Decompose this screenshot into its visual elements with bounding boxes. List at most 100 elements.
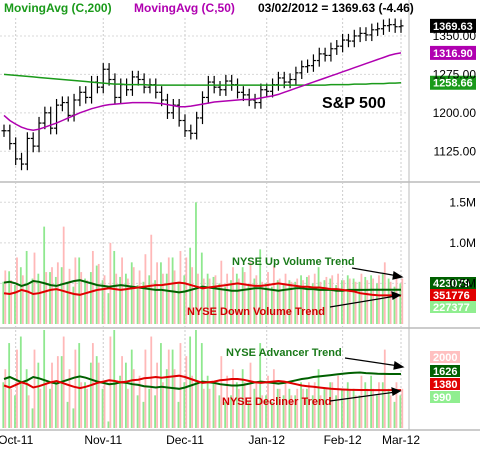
advancer-bar xyxy=(66,401,69,428)
x-tick-label: Nov-11 xyxy=(84,433,122,447)
up-volume-bar xyxy=(136,285,139,324)
decliner-bar xyxy=(372,388,375,428)
up-volume-bar xyxy=(247,285,250,324)
down-volume-bar xyxy=(39,281,42,324)
down-volume-bar xyxy=(191,267,194,324)
advancer-bar xyxy=(352,388,355,428)
price-badge-1: 1316.90 xyxy=(430,45,476,60)
price-badge-2-bg xyxy=(430,75,476,90)
advancer-bar xyxy=(288,388,291,428)
advancer-bar xyxy=(235,382,238,428)
decliner-bar xyxy=(378,382,380,428)
advancer-bar xyxy=(14,395,16,428)
decliner-bar xyxy=(208,388,211,428)
decliner-bar xyxy=(296,388,299,428)
advancer-bar xyxy=(329,382,332,428)
down-volume-bar xyxy=(360,273,363,324)
advancer-bar xyxy=(364,382,367,428)
up-volume-bar xyxy=(113,250,116,324)
up-volume-bar xyxy=(119,276,121,324)
up-volume-bar xyxy=(125,273,127,324)
advancer-bar xyxy=(60,356,63,428)
up-volume-bar xyxy=(60,267,63,324)
advancer-bar xyxy=(265,395,267,428)
down-volume-bar xyxy=(138,270,141,324)
advancer-bar xyxy=(177,401,180,428)
down-volume-bar xyxy=(290,281,293,324)
advancer-bar xyxy=(125,362,127,428)
price-badge-1-bg xyxy=(430,45,476,60)
advancer-bar xyxy=(189,336,192,428)
advancer-bar xyxy=(253,388,256,428)
up-volume-bar xyxy=(317,267,320,324)
advancer-bar xyxy=(276,388,279,428)
up-volume-bar xyxy=(31,278,34,324)
decliner-bar xyxy=(4,369,7,428)
decliner-bar xyxy=(232,369,234,428)
annotation-arrows xyxy=(329,267,405,402)
decliner-bar xyxy=(97,362,100,428)
down-volume-bar xyxy=(162,273,164,324)
quote-label: 03/02/2012 = 1369.63 (-4.46) xyxy=(258,1,414,15)
advancer-bar xyxy=(8,343,11,428)
down-volume-bar xyxy=(378,275,380,324)
arrowhead-up-volume xyxy=(392,271,404,280)
down-volume-bar xyxy=(343,280,345,324)
decliner-bar xyxy=(115,382,118,428)
decliner-bar xyxy=(51,362,53,428)
decliner-bar xyxy=(313,382,316,428)
advancer-bar xyxy=(160,343,162,428)
up-volume-bar xyxy=(165,273,168,324)
down-volume-bar xyxy=(325,276,328,324)
up-volume-bar xyxy=(95,265,98,324)
down-volume-bar xyxy=(226,273,229,324)
x-axis-ticks: Oct-11 Nov-11 Dec-11 Jan-12 Feb-12 Mar-12 xyxy=(0,433,420,447)
price-tick-label: 1200.00 xyxy=(433,106,477,120)
up-volume-bar xyxy=(235,273,238,324)
ma50-label: MovingAvg (C,50) xyxy=(134,1,235,15)
advancer-bar xyxy=(37,362,40,428)
advancer-bar xyxy=(282,395,285,428)
volume-badge-bg xyxy=(430,289,476,301)
decliner-bar xyxy=(255,382,258,428)
ma200-line xyxy=(3,73,402,86)
advancer-bar xyxy=(346,382,349,428)
advancer-bar xyxy=(230,395,232,428)
breadth-badge-bg xyxy=(430,351,460,363)
down-volume-bar xyxy=(27,285,30,324)
down-volume-bar xyxy=(103,275,106,324)
annotation-advancer: NYSE Advancer Trend xyxy=(226,347,342,359)
volume-badge-bg xyxy=(430,301,476,313)
advancer-bar xyxy=(25,369,28,428)
volume-badge-text: 351776 xyxy=(433,290,470,302)
advancer-bar xyxy=(119,375,121,428)
up-volume-bar xyxy=(107,293,110,324)
volume-badge-0: 423079 xyxy=(430,277,476,290)
down-volume-bar xyxy=(395,276,398,324)
advancer-bar xyxy=(387,388,390,428)
up-volume-bar xyxy=(224,286,227,324)
decliner-bar xyxy=(39,388,42,428)
down-volume-bar xyxy=(45,272,48,324)
up-volume-bar xyxy=(294,281,297,324)
decliner-trend-line xyxy=(3,374,401,392)
down-volume-bar xyxy=(331,275,334,324)
up-volume-bar xyxy=(329,278,332,324)
up-volume-bar xyxy=(183,275,186,324)
annotation-up-volume: NYSE Up Volume Trend xyxy=(232,256,355,268)
y-axis-ticks: 1350.00 1275.00 1200.00 1125.00 1.5M 1.0M 0.5M xyxy=(433,29,477,290)
decliner-bar xyxy=(86,388,88,428)
up-volume-bar xyxy=(335,285,337,324)
down-volume-bar xyxy=(173,270,176,324)
decliner-bar xyxy=(121,356,123,428)
up-volume-trend-line xyxy=(3,279,401,294)
decliner-bar xyxy=(45,382,48,428)
advancer-bar xyxy=(54,382,57,428)
down-volume-bar xyxy=(372,278,375,324)
advancer-bar xyxy=(72,408,75,428)
advancer-bar xyxy=(358,395,361,428)
decliner-bar xyxy=(302,388,304,428)
advancer-trend-line xyxy=(3,371,401,390)
decliner-bar xyxy=(62,336,65,428)
up-volume-bar xyxy=(19,267,22,324)
